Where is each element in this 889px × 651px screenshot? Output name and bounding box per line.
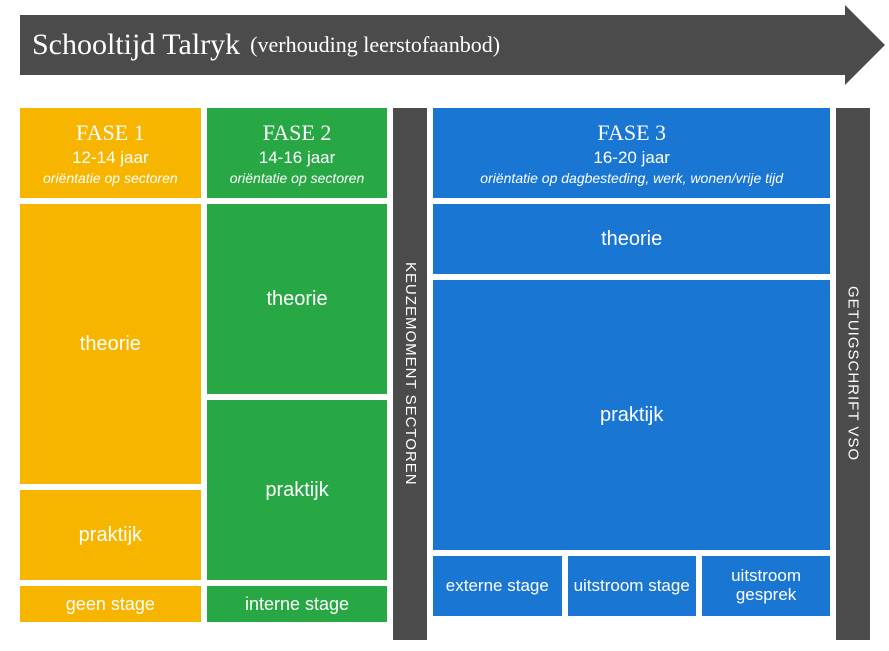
phase-3-uitstroom-stage: uitstroom stage [568,556,696,616]
uitstroom-stage-label: uitstroom stage [574,577,690,596]
phase-2-name: FASE 2 [263,120,332,146]
phase-2-column: FASE 2 14-16 jaar oriëntatie op sectoren… [207,108,388,640]
phase-3-praktijk: praktijk [433,280,830,550]
phase-3-praktijk-label: praktijk [600,404,663,427]
phase-2-theorie-label: theorie [266,288,327,311]
phase-1-stage: geen stage [20,586,201,622]
arrow-head-icon [845,5,885,85]
uitstroom-gesprek-label: uitstroom gesprek [708,567,824,604]
phase-1-desc: oriëntatie op sectoren [43,170,178,186]
phase-2-header: FASE 2 14-16 jaar oriëntatie op sectoren [207,108,388,198]
externe-stage-label: externe stage [446,577,549,596]
arrow-bar: Schooltijd Talryk (verhouding leerstofaa… [20,15,845,75]
phase-3-header: FASE 3 16-20 jaar oriëntatie op dagbeste… [433,108,830,198]
phase-3-column: FASE 3 16-20 jaar oriëntatie op dagbeste… [433,108,830,640]
phase-2-age: 14-16 jaar [259,148,336,168]
getuigschrift-strip: GETUIGSCHRIFT VSO [836,108,870,640]
keuzemoment-strip: KEUZEMOMENT SECTOREN [393,108,427,640]
getuigschrift-label: GETUIGSCHRIFT VSO [845,286,862,461]
phase-2-praktijk-label: praktijk [265,479,328,502]
phase-3-age: 16-20 jaar [593,148,670,168]
phase-1-stage-label: geen stage [66,594,155,615]
header-title: Schooltijd Talryk [32,28,240,62]
phase-1-theorie-label: theorie [80,333,141,356]
phase-1-praktijk: praktijk [20,490,201,580]
phase-1-praktijk-label: praktijk [79,524,142,547]
phase-1-header: FASE 1 12-14 jaar oriëntatie op sectoren [20,108,201,198]
phase-diagram: FASE 1 12-14 jaar oriëntatie op sectoren… [20,108,870,640]
header-subtitle: (verhouding leerstofaanbod) [250,32,500,58]
phase-1-column: FASE 1 12-14 jaar oriëntatie op sectoren… [20,108,201,640]
phase-1-age: 12-14 jaar [72,148,149,168]
phase-1-name: FASE 1 [76,120,145,146]
phase-2-desc: oriëntatie op sectoren [230,170,365,186]
phase-3-name: FASE 3 [597,120,666,146]
phase-3-uitstroom-gesprek: uitstroom gesprek [702,556,830,616]
phase-1-theorie: theorie [20,204,201,484]
phase-2-theorie: theorie [207,204,388,394]
header-arrow: Schooltijd Talryk (verhouding leerstofaa… [20,15,885,75]
phase-3-desc: oriëntatie op dagbesteding, werk, wonen/… [480,170,783,186]
phase-3-theorie: theorie [433,204,830,274]
keuzemoment-label: KEUZEMOMENT SECTOREN [402,262,419,486]
phase-3-theorie-label: theorie [601,228,662,251]
phase-3-bottom-row: externe stage uitstroom stage uitstroom … [433,556,830,616]
phase-2-stage-label: interne stage [245,594,349,615]
phase-3-externe-stage: externe stage [433,556,561,616]
phase-2-praktijk: praktijk [207,400,388,580]
phase-2-stage: interne stage [207,586,388,622]
